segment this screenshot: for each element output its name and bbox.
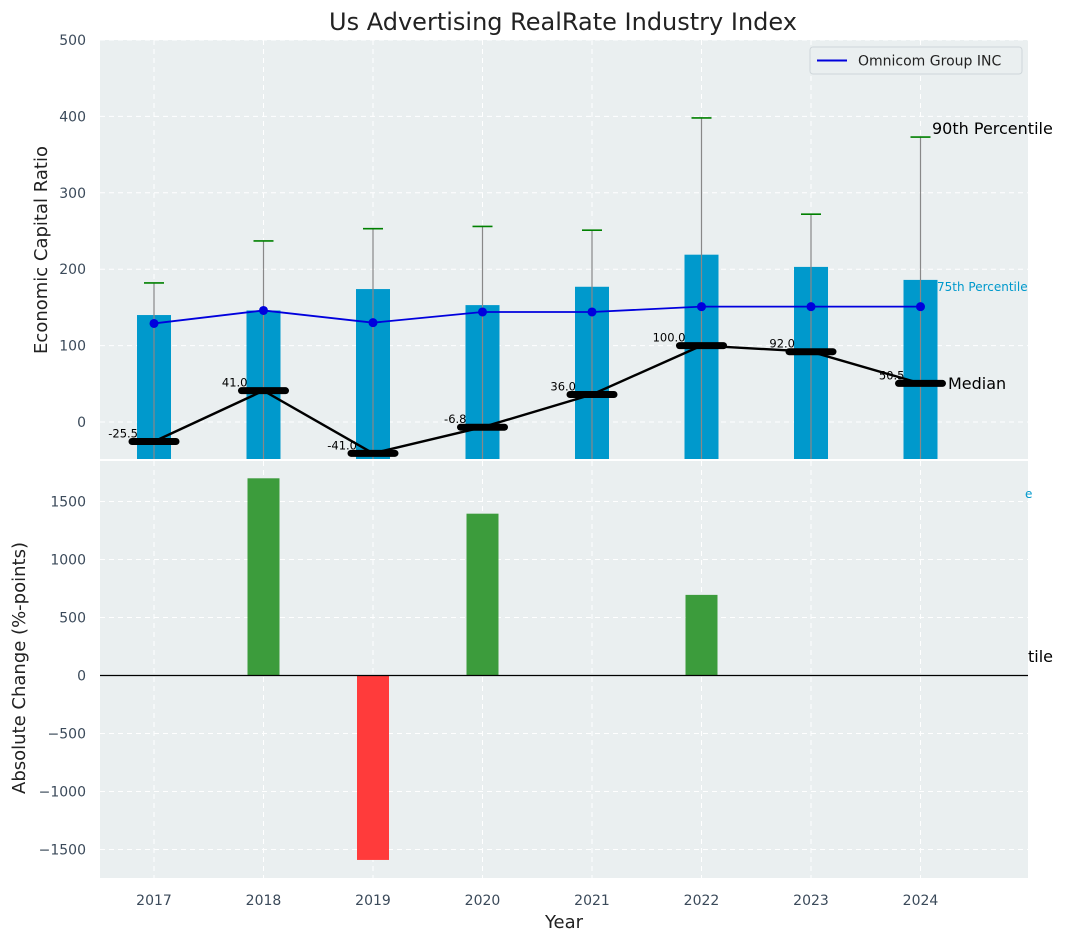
positive-change-bar	[466, 513, 499, 676]
company-point	[806, 302, 816, 312]
company-point	[916, 302, 925, 312]
median-value-label: -25.5	[108, 426, 138, 440]
top-y-axis-label: Economic Capital Ratio	[31, 146, 52, 354]
bottom-y-ticks: −1500 −1000 −500 0 500 1000 1500	[39, 495, 86, 859]
median-value-label: 100.0	[653, 331, 686, 345]
x-tick-label: 2018	[246, 893, 282, 909]
annotation-median: Median	[948, 374, 1006, 393]
bottom-y-axis-label: Absolute Change (%-points)	[9, 542, 30, 794]
top-y-tick-label: 500	[59, 33, 86, 49]
chart-title: Us Advertising RealRate Industry Index	[329, 8, 797, 36]
top-annotations: 90th Percentile 75th Percentile Median	[932, 119, 1053, 393]
company-point	[587, 307, 597, 317]
top-y-tick-label: 100	[59, 339, 86, 355]
legend-label-company: Omnicom Group INC	[858, 54, 1001, 70]
bottom-y-tick-label: 1500	[50, 495, 86, 511]
median-value-label: 41.0	[222, 376, 248, 390]
bottom-y-tick-label: 0	[77, 669, 86, 685]
top-y-tick-label: 400	[59, 109, 86, 125]
overflow-fragment-e: e	[1025, 487, 1032, 501]
bottom-y-tick-label: −1000	[39, 785, 86, 801]
bottom-y-tick-label: 500	[59, 611, 86, 627]
legend-box	[809, 46, 1023, 75]
company-point	[368, 318, 378, 328]
x-tick-label: 2017	[136, 893, 172, 909]
median-value-label: -6.8	[444, 412, 466, 426]
change-bars	[247, 478, 718, 860]
positive-change-bar	[247, 478, 280, 676]
top-y-tick-label: 200	[59, 262, 86, 278]
median-value-label: 50.5	[879, 368, 905, 382]
x-tick-label: 2022	[684, 893, 720, 909]
x-axis-label: Year	[544, 912, 584, 933]
annotation-75th-percentile: 75th Percentile	[937, 280, 1028, 294]
x-tick-label: 2020	[465, 893, 501, 909]
positive-change-bar	[685, 594, 718, 676]
top-plot-background	[100, 40, 1028, 459]
x-ticks: 2017 2018 2019 2020 2021 2022 2023 2024	[136, 893, 938, 909]
median-value-label: -41.0	[327, 438, 357, 452]
median-value-label: 36.0	[550, 379, 576, 393]
median-value-label: 92.0	[769, 337, 795, 351]
top-y-tick-label: 0	[77, 415, 86, 431]
bottom-plot-background	[100, 461, 1028, 878]
top-panel: 0 100 200 300 400 500 -25.5 41.0 -41.0 -6.8 36.0 1…	[31, 33, 1053, 459]
median-line-series: -25.5 41.0 -41.0 -6.8 36.0 100.0 92.0 50.5	[108, 331, 946, 457]
x-tick-label: 2023	[793, 893, 829, 909]
company-point	[697, 302, 706, 312]
bottom-y-tick-label: −500	[48, 727, 86, 743]
top-y-ticks: 0 100 200 300 400 500	[59, 33, 86, 431]
bottom-y-tick-label: −1500	[39, 843, 86, 859]
legend: Omnicom Group INC	[809, 46, 1023, 75]
company-point	[149, 318, 159, 328]
bottom-y-tick-label: 1000	[50, 553, 86, 569]
x-tick-label: 2021	[574, 893, 610, 909]
top-whiskers	[144, 117, 931, 459]
annotation-90th-percentile: 90th Percentile	[932, 119, 1053, 138]
x-tick-label: 2024	[903, 893, 939, 909]
x-tick-label: 2019	[355, 893, 391, 909]
company-line-series	[149, 302, 925, 328]
company-point	[259, 305, 268, 315]
top-y-tick-label: 300	[59, 186, 86, 202]
overflow-fragment-tile: tile	[1028, 647, 1053, 666]
negative-change-bar	[357, 675, 389, 860]
company-line	[153, 305, 921, 325]
company-point	[478, 307, 487, 317]
